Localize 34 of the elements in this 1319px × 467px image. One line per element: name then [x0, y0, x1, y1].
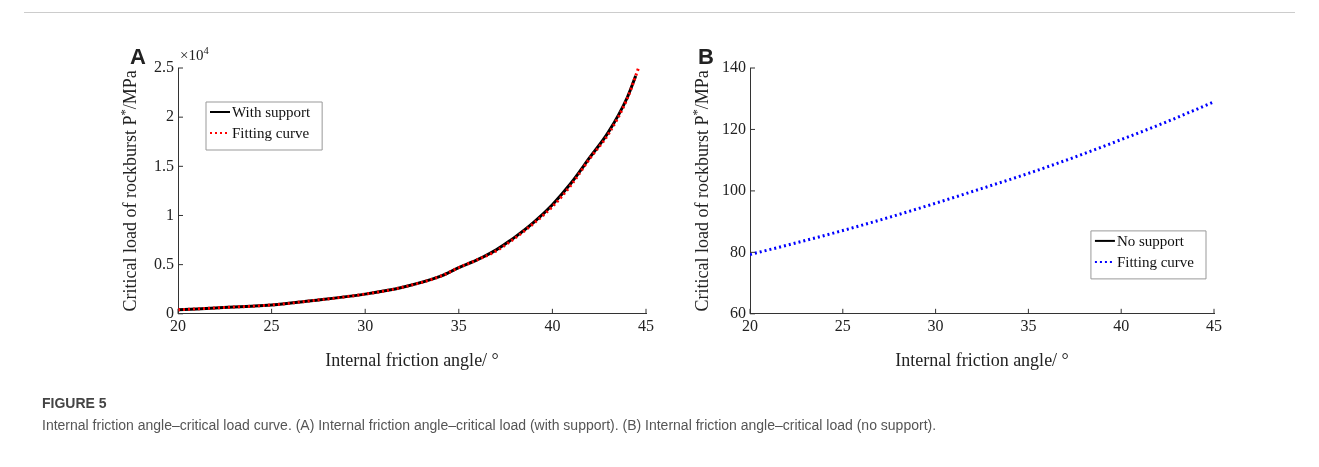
y-tick-label: 2.5	[154, 58, 174, 76]
y-tick-label: 0	[166, 304, 174, 321]
line-series	[750, 100, 1214, 256]
x-tick-label: 40	[544, 316, 561, 334]
x-tick-label: 45	[638, 316, 654, 334]
x-tick-label: 45	[1206, 316, 1222, 334]
x-tick-label: 25	[263, 316, 280, 334]
y-axis-title: Critical load of rockburst P*/MPa	[689, 70, 712, 312]
x-axis-title: Internal friction angle/ °	[325, 349, 499, 370]
y-tick-label: 1	[166, 205, 174, 223]
y-tick-label: 2	[166, 107, 174, 125]
chart-title: A	[130, 44, 146, 69]
y-tick-label: 1.5	[154, 156, 174, 174]
y-tick-label: 0.5	[154, 254, 174, 272]
chart-title: B	[698, 44, 714, 69]
legend-label: No support	[1116, 232, 1185, 249]
y-tick-label: 60	[730, 304, 746, 321]
legend-label: Fitting curve	[1116, 253, 1195, 270]
y-tick-label: 100	[722, 181, 746, 199]
caption: FIGURE 5	[42, 394, 108, 413]
y-tick-label: 140	[722, 58, 746, 76]
x-tick-label: 35	[450, 316, 467, 334]
x-axis-title: Internal friction angle/ °	[895, 349, 1069, 370]
y-tick-label: 80	[730, 242, 746, 260]
x-tick-label: 30	[927, 316, 944, 334]
x-tick-label: 30	[357, 316, 374, 334]
x-tick-label: 25	[834, 316, 851, 334]
x-tick-label: 35	[1020, 316, 1037, 334]
y-tick-label: 120	[722, 119, 746, 137]
legend-label: Fitting curve	[232, 125, 310, 141]
y-axis-title: Critical load of rockburst P*/MPa	[117, 70, 140, 312]
legend-label: With support	[232, 104, 311, 120]
x-tick-label: 40	[1113, 316, 1130, 334]
text: Internal friction angle–critical load curve. (A) Internal friction angle–critical load (with support). (B) Internal friction angle–critical load (no support).	[42, 416, 938, 435]
